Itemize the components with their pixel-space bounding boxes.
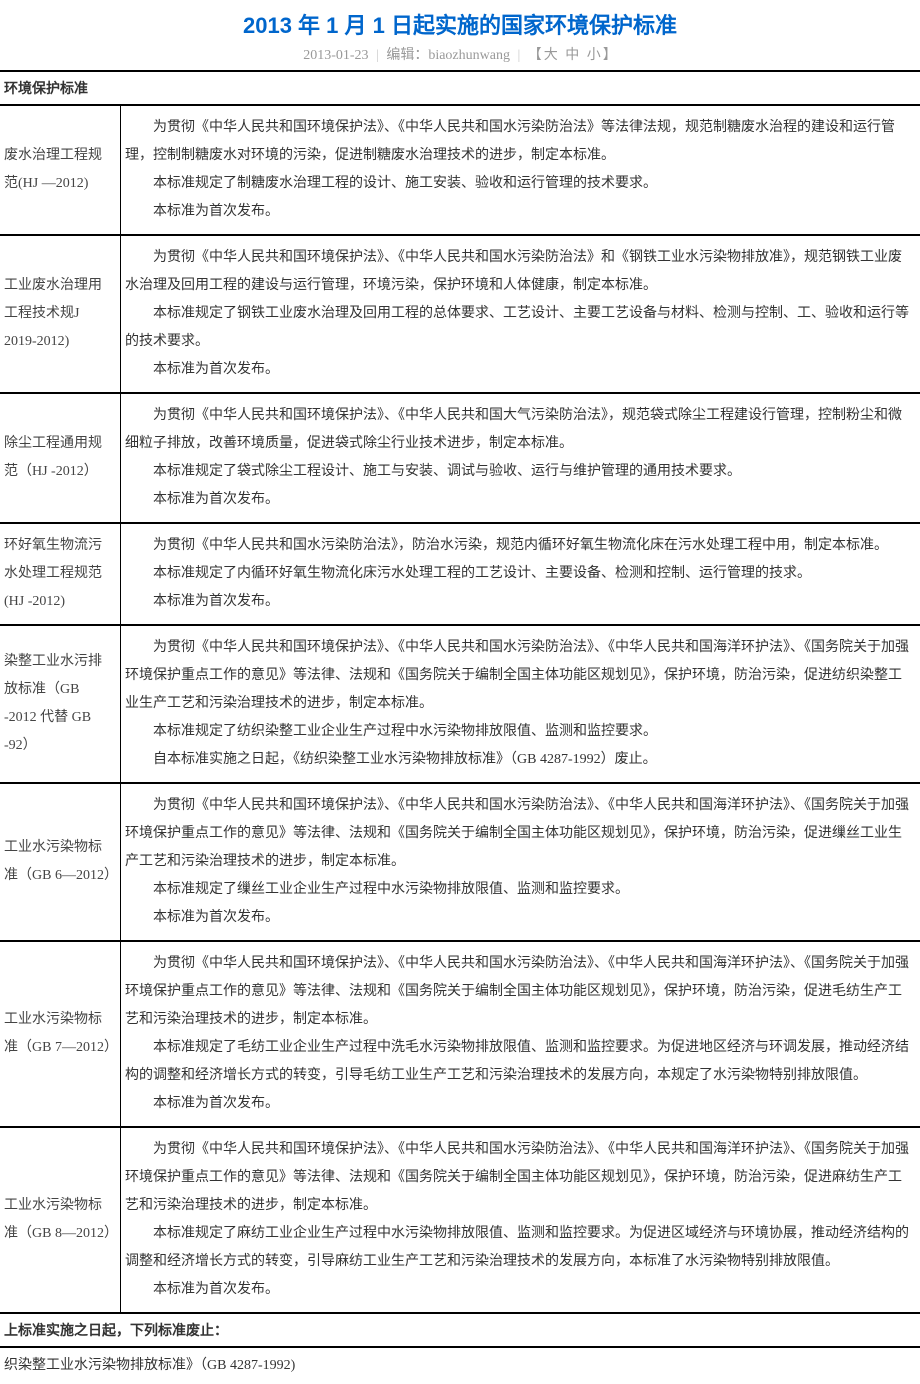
- section-header: 环境保护标准: [0, 72, 920, 106]
- standard-paragraph: 自本标准实施之日起，《纺织染整工业水污染物排放标准》（GB 4287-1992）…: [125, 746, 914, 774]
- standard-paragraph: 为贯彻《中华人民共和国环境保护法》、《中华人民共和国水污染防治法》、《中华人民共…: [125, 950, 914, 1034]
- document-page: 2013 年 1 月 1 日起实施的国家环境保护标准 2013-01-23 | …: [0, 0, 920, 1384]
- standard-paragraph: 为贯彻《中华人民共和国环境保护法》、《中华人民共和国水污染防治法》等法律法规，规…: [125, 114, 914, 170]
- abolished-item: 织染整工业水污染物排放标准》（GB 4287-1992): [0, 1348, 920, 1384]
- standard-desc-cell: 为贯彻《中华人民共和国环境保护法》、《中华人民共和国水污染防治法》、《中华人民共…: [121, 941, 920, 1127]
- fontsize-medium-link[interactable]: 中: [565, 48, 579, 63]
- fontsize-suffix: 】: [603, 48, 617, 63]
- fontsize-large-link[interactable]: 大: [544, 48, 558, 63]
- table-row: 废水治理工程规范(HJ —2012)为贯彻《中华人民共和国环境保护法》、《中华人…: [0, 106, 920, 235]
- editor-label: 编辑：: [386, 48, 428, 63]
- table-row: 工业水污染物标准（GB 8—2012）为贯彻《中华人民共和国环境保护法》、《中华…: [0, 1127, 920, 1313]
- standard-paragraph: 本标准规定了麻纺工业企业生产过程中水污染物排放限值、监测和监控要求。为促进区域经…: [125, 1220, 914, 1276]
- fontsize-small-link[interactable]: 小: [587, 48, 601, 63]
- table-row: 染整工业水污排放标准（GB -2012 代替 GB -92）为贯彻《中华人民共和…: [0, 625, 920, 783]
- standard-desc-cell: 为贯彻《中华人民共和国环境保护法》、《中华人民共和国水污染防治法》、《中华人民共…: [121, 783, 920, 941]
- standard-paragraph: 本标准为首次发布。: [125, 1090, 914, 1118]
- table-row: 除尘工程通用规范（HJ -2012）为贯彻《中华人民共和国环境保护法》、《中华人…: [0, 393, 920, 523]
- standard-name-cell: 环好氧生物流污水处理工程规范(HJ -2012): [0, 523, 121, 625]
- standard-desc-cell: 为贯彻《中华人民共和国环境保护法》、《中华人民共和国水污染防治法》、《中华人民共…: [121, 625, 920, 783]
- standard-desc-cell: 为贯彻《中华人民共和国环境保护法》、《中华人民共和国水污染防治法》、《中华人民共…: [121, 1127, 920, 1313]
- page-title: 2013 年 1 月 1 日起实施的国家环境保护标准: [0, 0, 920, 40]
- standard-name-cell: 工业水污染物标准（GB 7—2012）: [0, 941, 121, 1127]
- standard-paragraph: 为贯彻《中华人民共和国环境保护法》、《中华人民共和国水污染防治法》、《中华人民共…: [125, 1136, 914, 1220]
- table-row: 环好氧生物流污水处理工程规范(HJ -2012)为贯彻《中华人民共和国水污染防治…: [0, 523, 920, 625]
- standard-paragraph: 本标准为首次发布。: [125, 198, 914, 226]
- editor-value: biaozhunwang: [428, 48, 510, 63]
- standard-paragraph: 为贯彻《中华人民共和国环境保护法》、《中华人民共和国水污染防治法》、《中华人民共…: [125, 634, 914, 718]
- standard-desc-cell: 为贯彻《中华人民共和国环境保护法》、《中华人民共和国水污染防治法》等法律法规，规…: [121, 106, 920, 235]
- standard-desc-cell: 为贯彻《中华人民共和国水污染防治法》，防治水污染，规范内循环好氧生物流化床在污水…: [121, 523, 920, 625]
- standard-paragraph: 本标准规定了制糖废水治理工程的设计、施工安装、验收和运行管理的技术要求。: [125, 170, 914, 198]
- standard-paragraph: 本标准为首次发布。: [125, 1276, 914, 1304]
- fontsize-prefix: 【: [528, 48, 542, 63]
- standard-name-cell: 工业水污染物标准（GB 6—2012）: [0, 783, 121, 941]
- standard-paragraph: 本标准为首次发布。: [125, 486, 914, 514]
- separator: |: [376, 48, 379, 63]
- standard-paragraph: 本标准为首次发布。: [125, 588, 914, 616]
- standard-name-cell: 工业废水治理用工程技术规J 2019-2012): [0, 235, 121, 393]
- separator: |: [517, 48, 520, 63]
- standard-paragraph: 为贯彻《中华人民共和国环境保护法》、《中华人民共和国水污染防治法》、《中华人民共…: [125, 792, 914, 876]
- standard-paragraph: 本标准规定了内循环好氧生物流化床污水处理工程的工艺设计、主要设备、检测和控制、运…: [125, 560, 914, 588]
- table-row: 工业废水治理用工程技术规J 2019-2012)为贯彻《中华人民共和国环境保护法…: [0, 235, 920, 393]
- standard-paragraph: 本标准规定了缫丝工业企业生产过程中水污染物排放限值、监测和监控要求。: [125, 876, 914, 904]
- standard-paragraph: 本标准为首次发布。: [125, 904, 914, 932]
- standard-paragraph: 为贯彻《中华人民共和国环境保护法》、《中华人民共和国水污染防治法》和《钢铁工业水…: [125, 244, 914, 300]
- standard-desc-cell: 为贯彻《中华人民共和国环境保护法》、《中华人民共和国大气污染防治法》，规范袋式除…: [121, 393, 920, 523]
- standard-desc-cell: 为贯彻《中华人民共和国环境保护法》、《中华人民共和国水污染防治法》和《钢铁工业水…: [121, 235, 920, 393]
- table-row: 工业水污染物标准（GB 7—2012）为贯彻《中华人民共和国环境保护法》、《中华…: [0, 941, 920, 1127]
- standard-name-cell: 废水治理工程规范(HJ —2012): [0, 106, 121, 235]
- standard-paragraph: 为贯彻《中华人民共和国水污染防治法》，防治水污染，规范内循环好氧生物流化床在污水…: [125, 532, 914, 560]
- standards-table: 废水治理工程规范(HJ —2012)为贯彻《中华人民共和国环境保护法》、《中华人…: [0, 106, 920, 1314]
- standard-paragraph: 本标准规定了袋式除尘工程设计、施工与安装、调试与验收、运行与维护管理的通用技术要…: [125, 458, 914, 486]
- standard-paragraph: 本标准规定了钢铁工业废水治理及回用工程的总体要求、工艺设计、主要工艺设备与材料、…: [125, 300, 914, 356]
- table-row: 工业水污染物标准（GB 6—2012）为贯彻《中华人民共和国环境保护法》、《中华…: [0, 783, 920, 941]
- standard-paragraph: 本标准规定了毛纺工业企业生产过程中洗毛水污染物排放限值、监测和监控要求。为促进地…: [125, 1034, 914, 1090]
- publish-date: 2013-01-23: [303, 48, 368, 63]
- standard-name-cell: 除尘工程通用规范（HJ -2012）: [0, 393, 121, 523]
- standard-paragraph: 为贯彻《中华人民共和国环境保护法》、《中华人民共和国大气污染防治法》，规范袋式除…: [125, 402, 914, 458]
- standard-paragraph: 本标准规定了纺织染整工业企业生产过程中水污染物排放限值、监测和监控要求。: [125, 718, 914, 746]
- meta-line: 2013-01-23 | 编辑：biaozhunwang | 【大 中 小】: [0, 40, 920, 72]
- standard-name-cell: 染整工业水污排放标准（GB -2012 代替 GB -92）: [0, 625, 121, 783]
- abolished-header: 上标准实施之日起，下列标准废止：: [0, 1314, 920, 1348]
- standard-name-cell: 工业水污染物标准（GB 8—2012）: [0, 1127, 121, 1313]
- standard-paragraph: 本标准为首次发布。: [125, 356, 914, 384]
